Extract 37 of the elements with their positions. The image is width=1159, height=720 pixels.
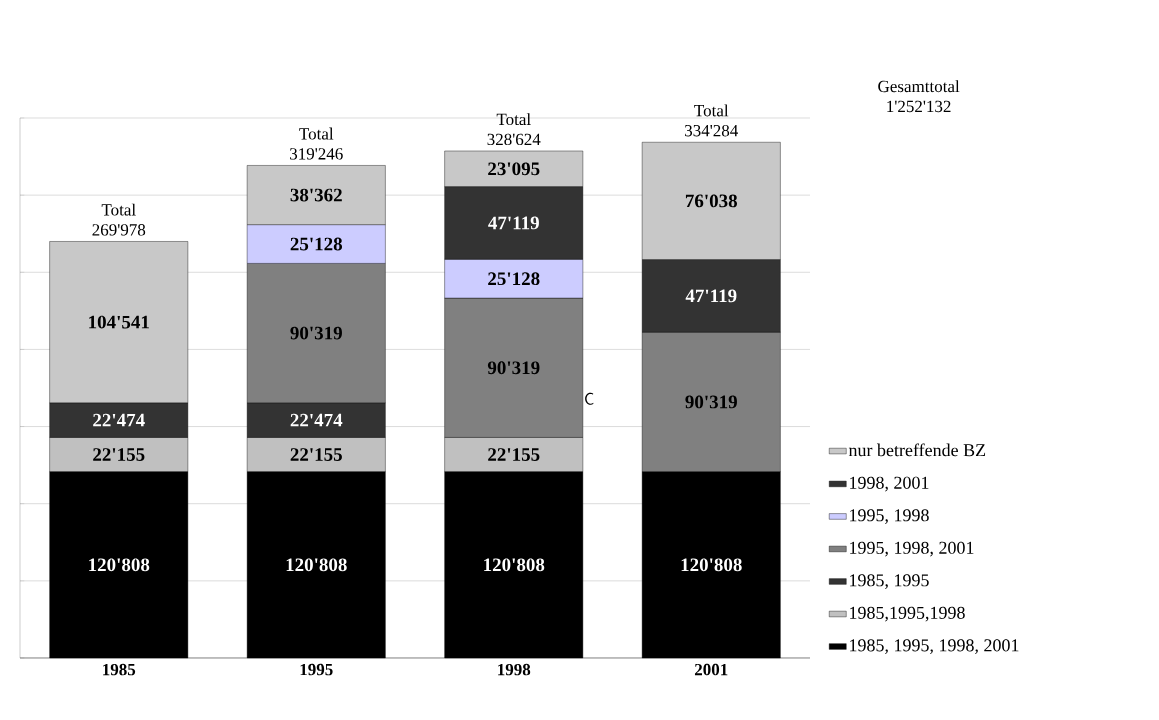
legend-label: 1985,1995,1998 (850, 606, 965, 622)
data-label: 90'319 (487, 361, 540, 375)
data-label: 38'362 (290, 188, 342, 202)
data-label: 104'541 (89, 315, 149, 329)
legend-label: 1985, 1995 (850, 574, 929, 589)
legend-label: 1998, 2001 (850, 476, 929, 492)
data-label: 25'128 (488, 272, 540, 286)
data-label: 47'119 (685, 289, 737, 303)
data-label: 23'095 (488, 162, 540, 176)
legend-label: 1985, 1995, 1998, 2001 (850, 639, 1019, 655)
data-label: 22'474 (290, 413, 343, 427)
total-label: Total 319'246 (290, 127, 343, 160)
x-tick-label: 1995 (300, 663, 333, 676)
total-label: Total 334'284 (685, 104, 739, 137)
data-label: 120'808 (681, 558, 742, 572)
data-label: 22'474 (93, 413, 145, 427)
x-tick-label: 2001 (694, 663, 728, 676)
data-label: 120'808 (89, 558, 150, 572)
data-label: 120'808 (286, 558, 347, 572)
data-label: 90'319 (290, 326, 342, 340)
data-label: 22'155 (290, 448, 342, 461)
x-tick-label: 1985 (103, 663, 136, 676)
data-label: 120'808 (484, 558, 545, 572)
data-label: 22'155 (93, 448, 145, 461)
legend-label: 1995, 1998 (850, 509, 929, 524)
total-label: Total 269'978 (92, 203, 146, 236)
x-tick-label: 1998 (498, 663, 531, 676)
data-label: 47'119 (488, 216, 539, 230)
data-label: 90'319 (685, 395, 737, 409)
annotation: C (585, 392, 594, 405)
data-label: 25'128 (290, 237, 343, 251)
data-label: 22'155 (488, 448, 540, 461)
total-label: Total 328'624 (487, 113, 541, 146)
legend-label: 1995, 1998, 2001 (850, 541, 974, 557)
legend-label: nur betreffende BZ (848, 443, 986, 457)
text: Gesamttotal 1'252'132 (878, 80, 960, 113)
data-label: 76'038 (685, 194, 738, 208)
